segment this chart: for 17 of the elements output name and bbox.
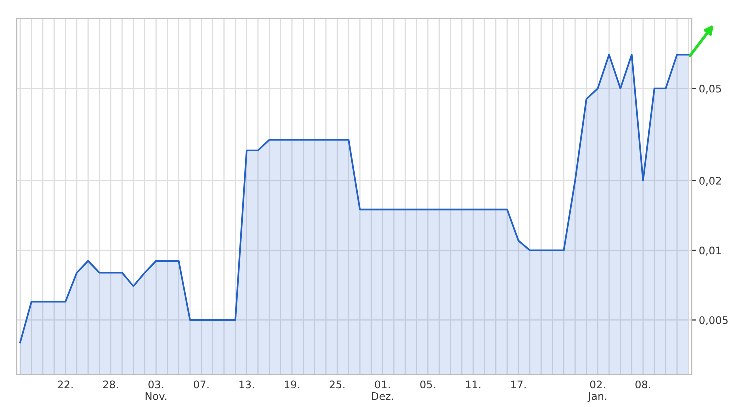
x-tick-label: 25. xyxy=(330,380,345,389)
x-tick-label: 03. Nov. xyxy=(146,380,167,400)
x-tick-label: 13. xyxy=(240,380,254,389)
y-tick-label: 0,01 xyxy=(700,246,722,256)
y-tick-label: 0,05 xyxy=(700,84,722,94)
y-tick-label: 0,005 xyxy=(700,316,728,326)
x-tick-label: 08. xyxy=(636,380,650,389)
x-tick-label: 19. xyxy=(285,380,300,389)
x-tick-label: 28. xyxy=(103,380,118,389)
x-tick-label: 07. xyxy=(194,380,209,389)
x-tick-label: 17. xyxy=(512,380,526,388)
x-tick-label: 22. xyxy=(58,380,73,388)
x-tick-label: 02. Jan. xyxy=(588,380,607,402)
y-tick-label: 0,02 xyxy=(700,177,722,186)
x-tick-label: 01. Dez. xyxy=(372,380,394,400)
x-tick-label: 05. xyxy=(420,380,436,389)
x-tick-label: 11. xyxy=(466,380,481,388)
